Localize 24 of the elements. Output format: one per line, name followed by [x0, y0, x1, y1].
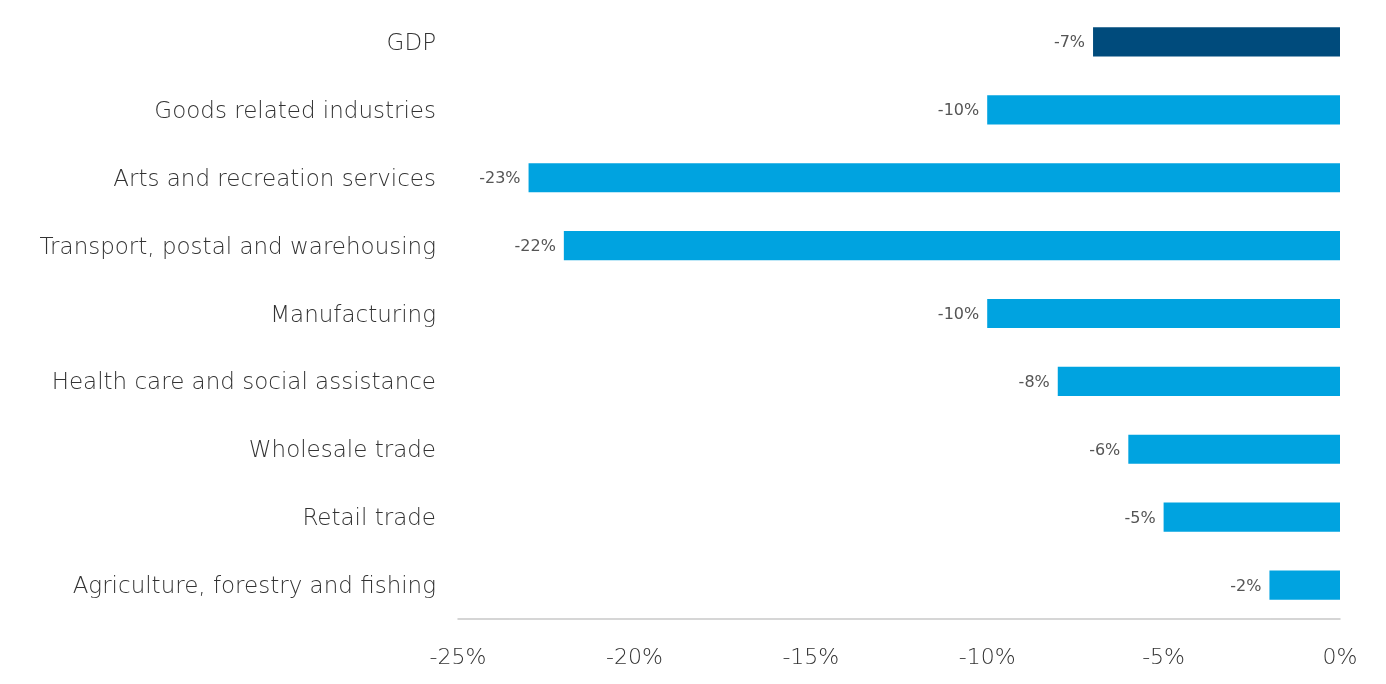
x-tick-label: -15%: [782, 643, 840, 669]
data-label: -23%: [479, 168, 521, 188]
data-label: -2%: [1230, 575, 1262, 595]
y-tick-label: Goods related industries: [154, 96, 436, 123]
data-label: -22%: [514, 236, 556, 256]
y-tick-label: Agriculture, forestry and fishing: [72, 572, 436, 599]
y-tick-label: Retail trade: [302, 504, 436, 531]
x-tick-label: -25%: [429, 643, 487, 669]
data-label: -7%: [1053, 32, 1086, 52]
data-label: -10%: [937, 304, 980, 323]
y-tick-label: GDP: [386, 28, 436, 55]
data-label: -5%: [1124, 507, 1156, 527]
data-label: -8%: [1018, 371, 1050, 391]
data-label: -6%: [1089, 439, 1121, 459]
y-tick-label: Transport, postal and warehousing: [39, 232, 436, 259]
x-tick-label: -10%: [958, 643, 1016, 669]
x-tick-label: -20%: [605, 643, 663, 669]
y-tick-label: Arts and recreation services: [113, 164, 436, 191]
y-tick-label: Wholesale trade: [248, 436, 436, 463]
y-tick-label: Manufacturing: [270, 300, 436, 327]
x-tick-label: 0%: [1322, 643, 1358, 669]
y-tick-label: Health care and social assistance: [51, 368, 436, 395]
data-label: -10%: [937, 100, 980, 120]
x-tick-label: -5%: [1142, 643, 1186, 669]
